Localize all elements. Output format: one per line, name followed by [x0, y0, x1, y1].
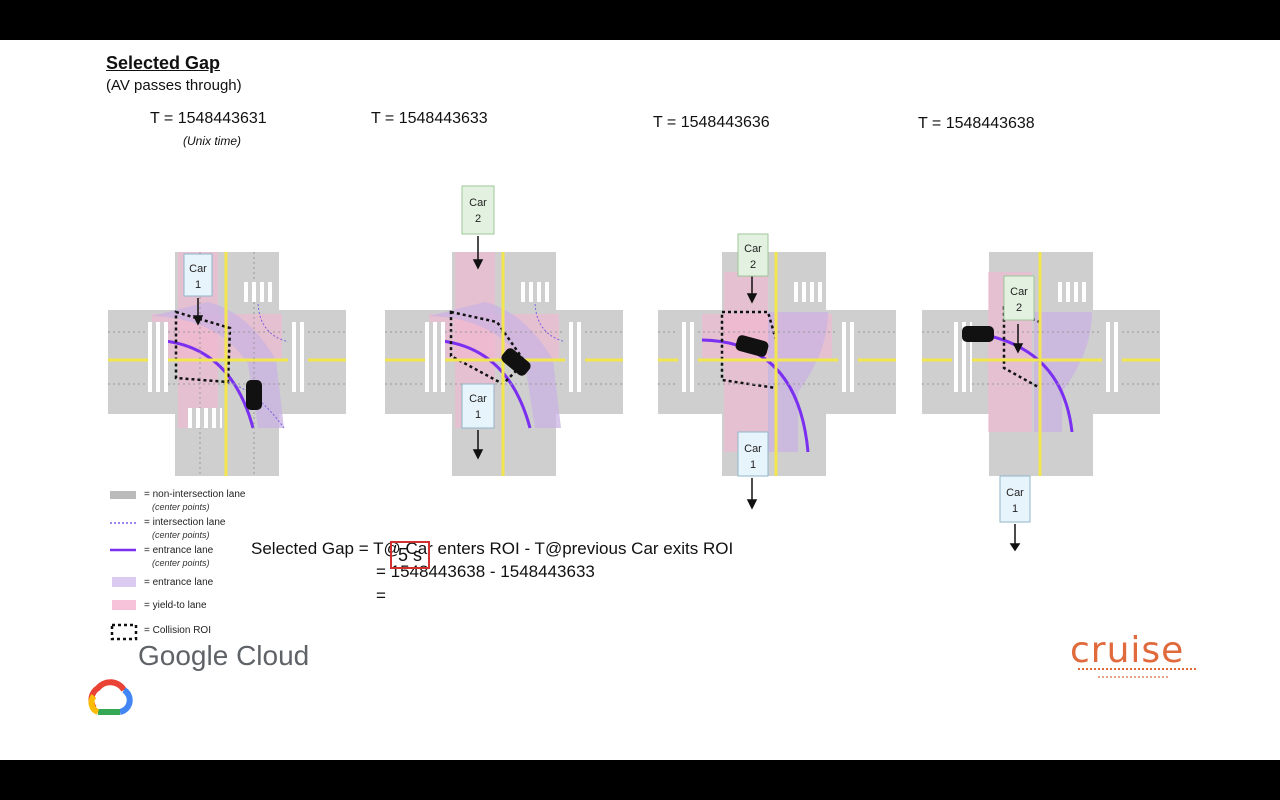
av-car-icon — [735, 335, 769, 357]
car-label-text: Car — [744, 243, 762, 255]
car-label-text: Car — [469, 197, 487, 209]
legend-entrance-lane-line: = entrance lane — [144, 545, 214, 556]
cruise-logo-dots — [1078, 668, 1196, 676]
slide-subtitle: (AV passes through) — [106, 77, 242, 94]
av-car-icon — [962, 326, 994, 342]
formula-line-1: Selected Gap = T@ Car enters ROI - T@pre… — [251, 539, 734, 558]
av-car-icon — [246, 380, 262, 410]
formula-line-3-prefix: = — [376, 586, 386, 605]
selected-gap-result: 5 s — [390, 541, 430, 569]
car-label-number: 1 — [1012, 503, 1018, 515]
panel-2-time-label: T = 1548443633 — [371, 110, 488, 127]
panel-3-car-2-label: Car 2 — [737, 233, 769, 277]
panel-2-car-1-label: Car 1 — [461, 383, 495, 429]
legend-swatches — [110, 491, 138, 641]
car-label-number: 2 — [475, 213, 481, 225]
car-label-number: 1 — [475, 409, 481, 421]
formula-line-2: = 1548443638 - 1548443633 — [376, 562, 595, 581]
panel-1-unix-note: (Unix time) — [183, 134, 242, 148]
car-label-text: Car — [469, 393, 487, 405]
car-label-number: 2 — [1016, 302, 1022, 314]
letterbox-top — [0, 0, 1280, 40]
legend-non-intersection-lane-sub: (center points) — [152, 502, 210, 512]
entrance-lane-area-swatch — [112, 577, 136, 587]
legend-non-intersection-lane: = non-intersection lane — [144, 489, 246, 500]
panel-2-car-2-label: Car 2 — [461, 185, 495, 235]
intersection-panel-4 — [922, 252, 1160, 476]
legend-entrance-lane-line-sub: (center points) — [152, 558, 210, 568]
cruise-logo-dots-secondary — [1098, 676, 1168, 682]
legend-collision-roi: = Collision ROI — [144, 625, 211, 636]
legend-entrance-lane-area: = entrance lane — [144, 577, 214, 588]
yield-to-lane-swatch — [112, 600, 136, 610]
car-label-number: 2 — [750, 259, 756, 271]
collision-roi-swatch — [110, 623, 138, 641]
panel-4-car-2-label: Car 2 — [1003, 275, 1035, 321]
intersection-panel-3 — [658, 252, 896, 476]
intersection-panel-1 — [108, 252, 346, 476]
legend-intersection-lane: = intersection lane — [144, 517, 226, 528]
panel-3-car-1-label: Car 1 — [737, 431, 769, 477]
car-label-number: 1 — [750, 459, 756, 471]
legend-intersection-lane-sub: (center points) — [152, 530, 210, 540]
car-label-text: Car — [189, 263, 207, 275]
panel-4-time-label: T = 1548443638 — [918, 115, 1035, 132]
car-label-text: Car — [1006, 487, 1024, 499]
av-car-icon — [501, 348, 531, 376]
car-label-number: 1 — [195, 279, 201, 291]
google-cloud-wordmark: Google Cloud — [138, 640, 310, 671]
letterbox-bottom — [0, 760, 1280, 800]
slide-title: Selected Gap — [106, 53, 221, 73]
panel-1-car-1-label: Car 1 — [183, 253, 213, 297]
car-motion-arrows — [192, 236, 1024, 552]
car-label-text: Car — [1010, 286, 1028, 298]
panel-1-time-label: T = 1548443631 — [150, 110, 267, 127]
legend-yield-to-lane: = yield-to lane — [144, 600, 207, 611]
panel-4-car-1-label: Car 1 — [999, 475, 1031, 523]
cruise-logo: cruise — [1070, 630, 1185, 671]
car-label-text: Car — [744, 443, 762, 455]
google-cloud-logo-icon — [88, 679, 133, 715]
panel-3-time-label: T = 1548443636 — [653, 114, 770, 131]
intersection-panel-2 — [385, 252, 623, 476]
